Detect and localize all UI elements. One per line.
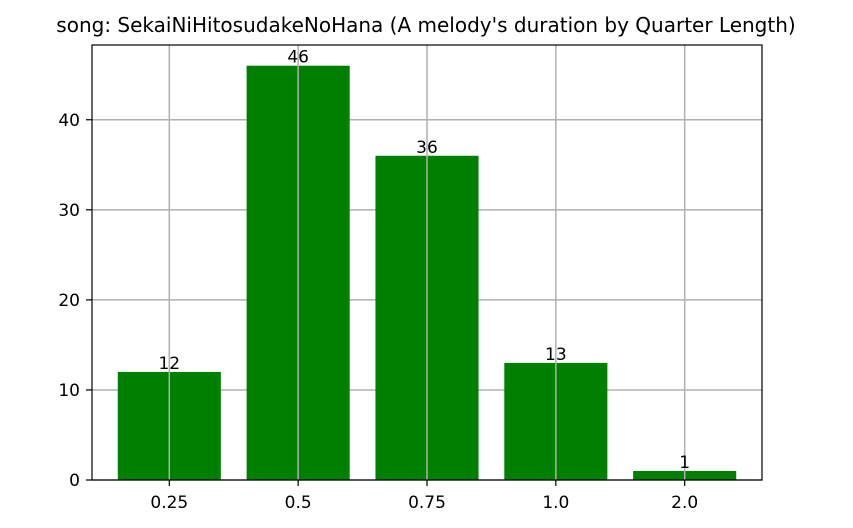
y-tick-label: 10	[58, 381, 80, 401]
x-tick-label: 0.25	[150, 493, 188, 513]
bar-value-label: 46	[287, 48, 309, 68]
y-tick-label: 40	[58, 111, 80, 131]
y-axis: 0 10 20 30 40	[58, 111, 92, 491]
bar-value-label: 13	[545, 345, 567, 365]
bar-value-label: 1	[679, 453, 690, 473]
y-tick-label: 30	[58, 201, 80, 221]
x-tick-label: 2.0	[671, 493, 698, 513]
vertical-grid	[168, 45, 686, 480]
bar-value-label: 12	[158, 354, 180, 374]
x-axis: 0.25 0.5 0.75 1.0 2.0	[150, 480, 698, 513]
y-tick-label: 0	[69, 471, 80, 491]
x-tick-label: 1.0	[542, 493, 569, 513]
x-tick-label: 0.5	[285, 493, 312, 513]
x-tick-label: 0.75	[408, 493, 446, 513]
y-tick-label: 20	[58, 291, 80, 311]
bar-labels: 12 46 36 13 1	[158, 48, 690, 473]
chart-title: song: SekaiNiHitosudakeNoHana (A melody'…	[56, 13, 795, 37]
bar-value-label: 36	[416, 138, 438, 158]
